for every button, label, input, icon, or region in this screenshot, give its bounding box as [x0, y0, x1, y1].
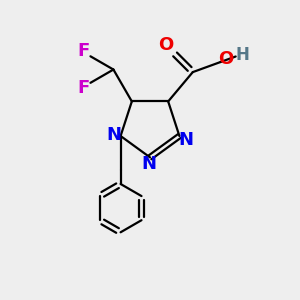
- Text: N: N: [141, 155, 156, 173]
- Text: F: F: [78, 42, 90, 60]
- Text: O: O: [218, 50, 233, 68]
- Text: O: O: [158, 36, 173, 54]
- Text: N: N: [178, 130, 194, 148]
- Text: N: N: [106, 125, 122, 143]
- Text: H: H: [235, 46, 249, 64]
- Text: F: F: [78, 79, 90, 97]
